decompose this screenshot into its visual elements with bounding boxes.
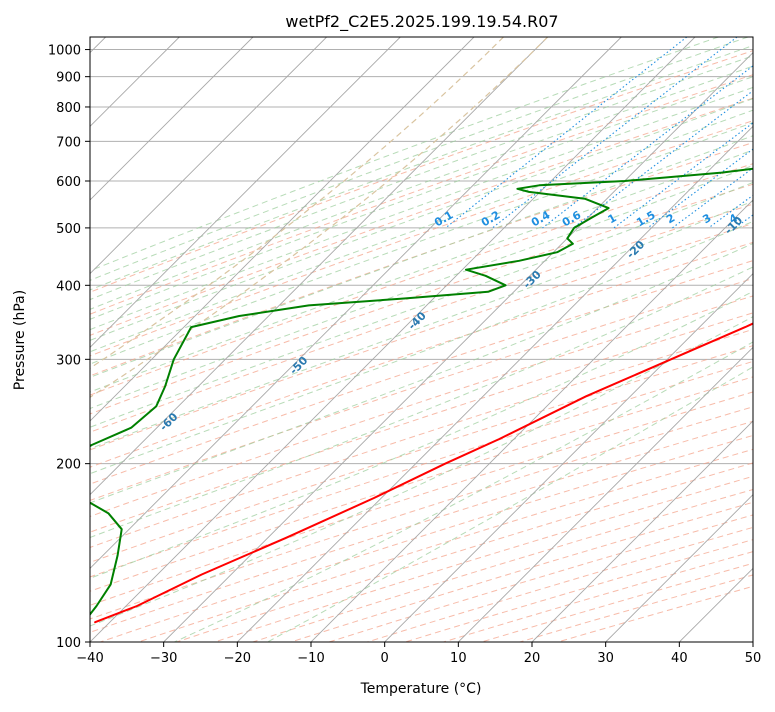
x-tick-label: −40 [76, 651, 103, 666]
y-tick-label: 200 [56, 458, 81, 473]
x-axis-label: Temperature (°C) [360, 681, 482, 697]
y-tick-label: 800 [56, 101, 81, 116]
y-tick-label: 900 [56, 71, 81, 86]
x-tick-label: −30 [150, 651, 177, 666]
y-tick-label: 600 [56, 175, 81, 190]
x-tick-label: 20 [524, 651, 541, 666]
y-tick-label: 500 [56, 222, 81, 237]
chart-title: wetPf2_C2E5.2025.199.19.54.R07 [285, 12, 558, 32]
y-tick-label: 1000 [48, 44, 81, 59]
y-tick-label: 300 [56, 353, 81, 368]
y-tick-label: 700 [56, 135, 81, 150]
x-tick-label: −10 [297, 651, 324, 666]
y-tick-label: 400 [56, 279, 81, 294]
x-tick-label: 40 [671, 651, 688, 666]
x-tick-label: −20 [224, 651, 251, 666]
x-tick-label: 30 [597, 651, 614, 666]
y-axis-label: Pressure (hPa) [12, 290, 28, 390]
y-tick-label: 100 [56, 636, 81, 651]
x-tick-label: 50 [745, 651, 762, 666]
x-tick-label: 0 [381, 651, 389, 666]
x-tick-label: 10 [450, 651, 467, 666]
